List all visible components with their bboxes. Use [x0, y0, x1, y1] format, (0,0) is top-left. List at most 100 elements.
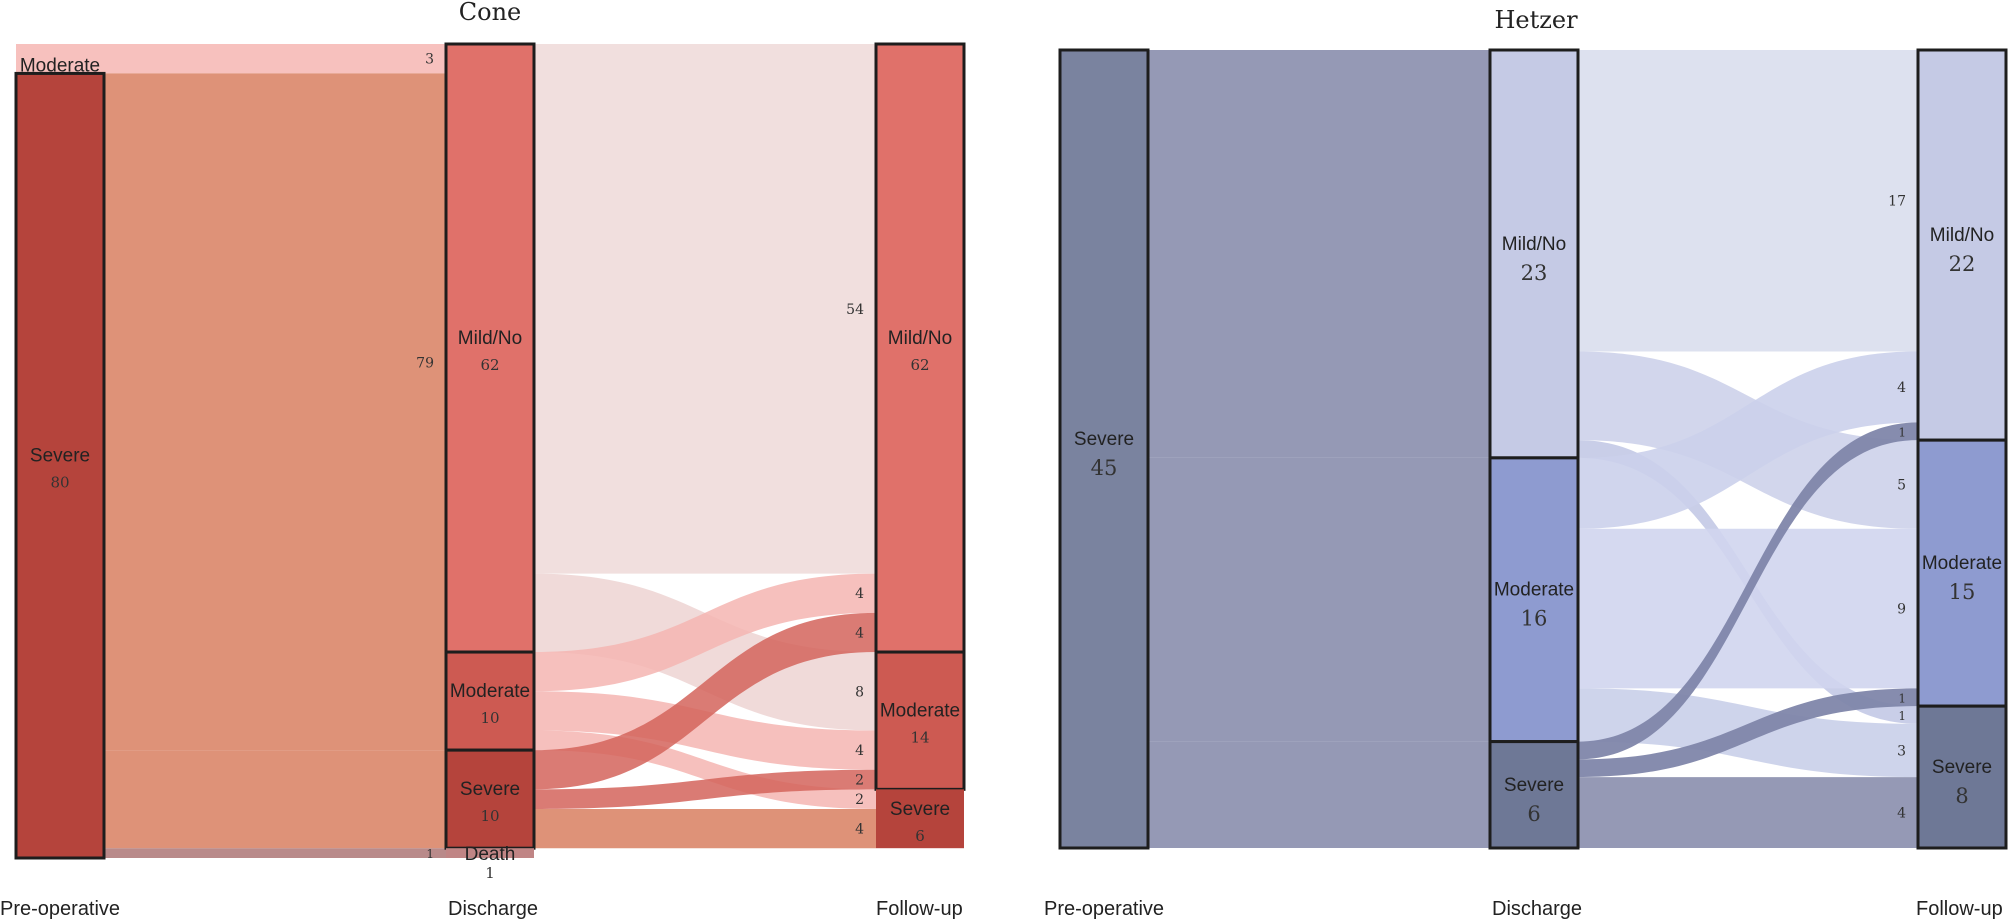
- node-value: 22: [1949, 252, 1976, 276]
- node-value: 10: [480, 709, 499, 727]
- node-value: 80: [50, 474, 69, 492]
- flow-label: 5: [1897, 477, 1906, 493]
- node-name: Death: [465, 844, 516, 865]
- node-name: Mild/No: [1502, 234, 1566, 255]
- node-name: Severe: [30, 446, 90, 467]
- node-value: 1: [485, 864, 495, 882]
- flow-pre-severe-to-dis-moderate: [104, 652, 446, 751]
- node-name: Moderate: [450, 681, 530, 702]
- chart-title: Cone: [459, 0, 521, 26]
- node-value: 6: [915, 827, 925, 845]
- chart-title: Hetzer: [1494, 6, 1578, 34]
- sankey-hetzer: 17 5 1 4 9 3 1 1 4 Severe 45 Mild/No 23 Moderate 16 Sev…: [1044, 6, 2008, 920]
- node-name: Moderate: [880, 701, 960, 722]
- flow-label: 4: [855, 586, 864, 602]
- node-value: 8: [1955, 784, 1968, 808]
- node-pre-moderate: [16, 44, 104, 74]
- node-name: Severe: [1504, 775, 1564, 796]
- flow-dis-severe-to-fu-mild: [1578, 422, 1918, 760]
- node-name: Mild/No: [1930, 225, 1994, 246]
- flow-pre-severe-to-dis-moderate: [1148, 457, 1490, 742]
- flow-dis-mild-to-fu-mild: [1578, 50, 1918, 352]
- flow-dis-severe-to-fu-mild: [534, 612, 876, 790]
- node-value: 10: [480, 807, 499, 825]
- node-value: 14: [910, 729, 929, 747]
- flow-label: 1: [426, 847, 434, 861]
- flow-label: 4: [855, 822, 864, 838]
- flow-label: 4: [855, 743, 864, 759]
- flow-label: 4: [855, 625, 864, 641]
- flow-dis-severe-to-fu-moderate: [534, 769, 876, 809]
- node-fu-severe: [1916, 704, 2008, 850]
- flow-dis-moderate-to-fu-mild: [1578, 351, 1918, 529]
- node-value: 62: [480, 356, 499, 374]
- flow-pre-severe-to-dis-mild: [1148, 50, 1490, 458]
- node-fu-moderate: [874, 650, 966, 791]
- flow-dis-moderate-to-fu-mild: [534, 573, 876, 692]
- flows: 3 79 1 54 8 4 4 2 4 2 4: [104, 44, 876, 861]
- flow-label: 17: [1888, 194, 1906, 210]
- flow-label: 3: [1897, 743, 1906, 759]
- flow-dis-mild-to-fu-moderate: [534, 573, 876, 731]
- stage-label-follow-up: Follow-up: [1916, 898, 2003, 920]
- node-name: Severe: [1074, 429, 1134, 450]
- flow-dis-severe-to-fu-severe: [1578, 777, 1918, 848]
- node-name: Moderate: [20, 55, 100, 76]
- node-value: 6: [1527, 802, 1540, 826]
- flow-pre-severe-to-dis-mild: [104, 73, 446, 653]
- stage-label-pre-operative: Pre-operative: [1044, 898, 1164, 920]
- nodes: Severe45Mild/No23Moderate16Severe6Mild/N…: [1058, 48, 2008, 850]
- node-pre-severe: [1058, 48, 1150, 850]
- sankey-cone: 3791548442424Moderate3Severe80Mild/No62M…: [0, 0, 966, 920]
- node-dis-severe: [1488, 740, 1580, 850]
- flow-dis-severe-to-fu-severe: [534, 808, 876, 849]
- node-value: 15: [1949, 580, 1976, 604]
- node-name: Moderate: [1494, 580, 1574, 601]
- flow-dis-moderate-to-fu-moderate: [1578, 528, 1918, 689]
- node-value: 45: [1091, 456, 1118, 480]
- node-fu-moderate: [1916, 438, 2008, 708]
- nodes: Moderate3Severe80Mild/No62Moderate10Seve…: [14, 42, 966, 882]
- flow-label: 8: [855, 684, 864, 700]
- node-value: 23: [1521, 261, 1548, 285]
- flow-label: 79: [416, 356, 434, 372]
- node-name: Moderate: [1922, 553, 2002, 574]
- node-dis-moderate: [444, 650, 536, 752]
- node-fu-severe: [876, 789, 964, 849]
- flow-label: 3: [425, 52, 434, 68]
- flow-label: 2: [855, 773, 864, 789]
- flow-label: 54: [846, 302, 864, 318]
- node-name: Severe: [1932, 757, 1992, 778]
- node-name: Severe: [890, 799, 950, 820]
- flow-pre-severe-to-dis-severe: [104, 750, 446, 849]
- node-dis-mild: [1488, 48, 1580, 460]
- flow-pre-moderate-to-dis-mild: [104, 44, 446, 74]
- flow-label: 4: [1897, 380, 1906, 396]
- flow-label: 9: [1897, 602, 1906, 618]
- flow-label: 1: [1898, 709, 1906, 723]
- flow-dis-mild-to-fu-mild: [534, 44, 876, 574]
- stage-label-discharge: Discharge: [448, 898, 538, 920]
- flow-pre-severe-to-dis-death: [104, 848, 446, 858]
- flow-dis-moderate-to-fu-moderate: [534, 691, 876, 770]
- stage-label-pre-operative: Pre-operative: [0, 898, 120, 920]
- node-value: 16: [1521, 607, 1548, 631]
- node-dis-death: [446, 848, 534, 858]
- node-value: 62: [910, 356, 929, 374]
- flow-label: 4: [1897, 806, 1906, 822]
- node-fu-mild: [1916, 48, 2008, 442]
- flow-label: 1: [1898, 691, 1906, 705]
- stage-label-follow-up: Follow-up: [876, 898, 963, 920]
- node-name: Mild/No: [458, 328, 522, 349]
- stage-label-discharge: Discharge: [1492, 898, 1582, 920]
- node-fu-mild: [874, 42, 966, 654]
- flow-dis-severe-to-fu-moderate: [1578, 688, 1918, 778]
- node-name: Severe: [460, 779, 520, 800]
- flow-label: 2: [855, 792, 864, 808]
- flows: 17 5 1 4 9 3 1 1 4: [1148, 50, 1918, 848]
- node-name: Mild/No: [888, 328, 952, 349]
- node-pre-severe: [14, 71, 106, 860]
- flow-label: 1: [1898, 425, 1906, 439]
